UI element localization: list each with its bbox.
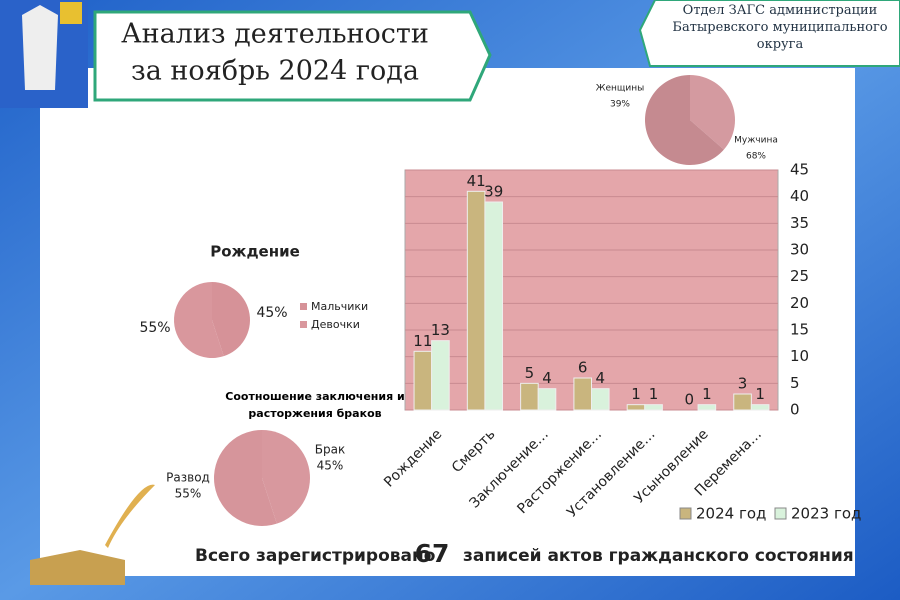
legend-label: Девочки [311, 318, 360, 331]
bar [413, 350, 433, 411]
flag [60, 2, 82, 24]
bar [466, 190, 486, 411]
knight [22, 5, 58, 90]
data-label: 1 [755, 385, 765, 403]
legend-swatch [300, 303, 307, 310]
footer-count: 67 [415, 539, 450, 568]
y-tick-label: 0 [790, 401, 800, 419]
slice-category: Брак [315, 443, 345, 457]
bar [644, 404, 663, 411]
pie-slice [262, 430, 310, 524]
org-wrap: Отдел ЗАГС администрации Батыревского му… [672, 3, 888, 52]
bar [626, 404, 646, 411]
y-tick-label: 10 [790, 347, 809, 365]
legend-swatch [679, 507, 692, 520]
footer-text: записей актов гражданского состояния [463, 546, 854, 566]
data-label: 41 [467, 172, 486, 190]
y-tick-label: 30 [790, 241, 809, 259]
data-label: 4 [596, 369, 606, 387]
y-tick-label: 40 [790, 187, 809, 205]
org-box [638, 0, 900, 67]
slice-category: Развод [166, 471, 210, 485]
slice-category: Женщины [596, 84, 644, 94]
quill [105, 484, 155, 548]
data-label: 13 [431, 321, 450, 339]
bar [591, 388, 610, 411]
pie-title: Рождение [210, 243, 300, 261]
slice-label: 55% [175, 487, 202, 501]
legend-swatch [774, 507, 787, 520]
data-label: 1 [631, 385, 641, 403]
bar [484, 201, 504, 411]
y-tick-label: 25 [790, 267, 809, 285]
footer-text: Всего зарегистрировано [195, 546, 435, 566]
pie-title: Соотношение заключения и расторжения бра… [225, 390, 405, 420]
data-label: 1 [649, 385, 659, 403]
pie-title-wrap: Соотношение заключения и расторжения бра… [225, 390, 405, 420]
bar [750, 404, 770, 411]
title: Анализ деятельности [121, 19, 429, 50]
y-tick-label: 45 [790, 161, 809, 179]
slice-label: 45% [256, 305, 287, 321]
y-tick-label: 35 [790, 214, 809, 232]
legend-label: 2023 год [791, 505, 861, 523]
data-label: 6 [578, 359, 588, 377]
bar [537, 388, 557, 411]
org: Отдел ЗАГС администрации Батыревского му… [672, 3, 888, 52]
pie-slice [173, 282, 224, 358]
legend-label: Мальчики [311, 300, 368, 313]
y-tick-label: 20 [790, 294, 809, 312]
pie-slice [690, 75, 736, 150]
data-label: 4 [542, 369, 552, 387]
slice-label: 55% [139, 320, 170, 336]
slice-label: 39% [610, 100, 630, 110]
y-tick-label: 15 [790, 321, 809, 339]
book [30, 550, 125, 585]
plot-area [404, 169, 779, 411]
title: за ноябрь 2024 года [131, 56, 419, 87]
data-label: 0 [685, 391, 695, 409]
slice-label: 68% [746, 152, 766, 162]
data-label: 3 [738, 375, 748, 393]
slice-category: Мужчина [734, 136, 778, 146]
bar [431, 340, 450, 411]
pie-slice [213, 430, 277, 527]
legend-swatch [300, 321, 307, 328]
title-box [93, 10, 492, 102]
bar [573, 377, 592, 411]
bar [697, 404, 717, 411]
bar [520, 382, 539, 411]
data-label: 1 [702, 385, 712, 403]
y-tick-label: 5 [790, 374, 800, 392]
data-label: 11 [413, 332, 432, 350]
bar [733, 393, 752, 411]
data-label: 39 [484, 183, 503, 201]
pie-slice [645, 74, 724, 165]
pie-slice [212, 282, 250, 357]
slice-label: 45% [317, 459, 344, 473]
legend-label: 2024 год [696, 505, 766, 523]
data-label: 5 [525, 364, 535, 382]
